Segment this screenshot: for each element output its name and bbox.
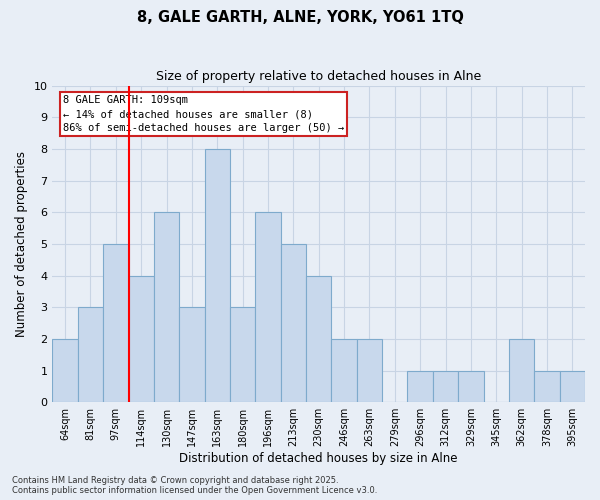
Bar — [433, 370, 458, 402]
Bar — [78, 307, 103, 402]
Text: Contains HM Land Registry data © Crown copyright and database right 2025.
Contai: Contains HM Land Registry data © Crown c… — [12, 476, 377, 495]
Text: 8 GALE GARTH: 109sqm
← 14% of detached houses are smaller (8)
86% of semi-detach: 8 GALE GARTH: 109sqm ← 14% of detached h… — [63, 95, 344, 133]
Bar — [179, 307, 205, 402]
Bar — [458, 370, 484, 402]
Bar — [230, 307, 256, 402]
Bar — [560, 370, 585, 402]
Bar — [103, 244, 128, 402]
Bar — [331, 339, 357, 402]
Y-axis label: Number of detached properties: Number of detached properties — [15, 151, 28, 337]
Bar — [154, 212, 179, 402]
Bar — [534, 370, 560, 402]
Bar — [407, 370, 433, 402]
Bar — [357, 339, 382, 402]
Text: 8, GALE GARTH, ALNE, YORK, YO61 1TQ: 8, GALE GARTH, ALNE, YORK, YO61 1TQ — [137, 10, 463, 25]
Bar — [205, 149, 230, 402]
Bar — [256, 212, 281, 402]
Bar — [128, 276, 154, 402]
Title: Size of property relative to detached houses in Alne: Size of property relative to detached ho… — [156, 70, 481, 83]
Bar — [306, 276, 331, 402]
Bar — [281, 244, 306, 402]
Bar — [52, 339, 78, 402]
Bar — [509, 339, 534, 402]
X-axis label: Distribution of detached houses by size in Alne: Distribution of detached houses by size … — [179, 452, 458, 465]
